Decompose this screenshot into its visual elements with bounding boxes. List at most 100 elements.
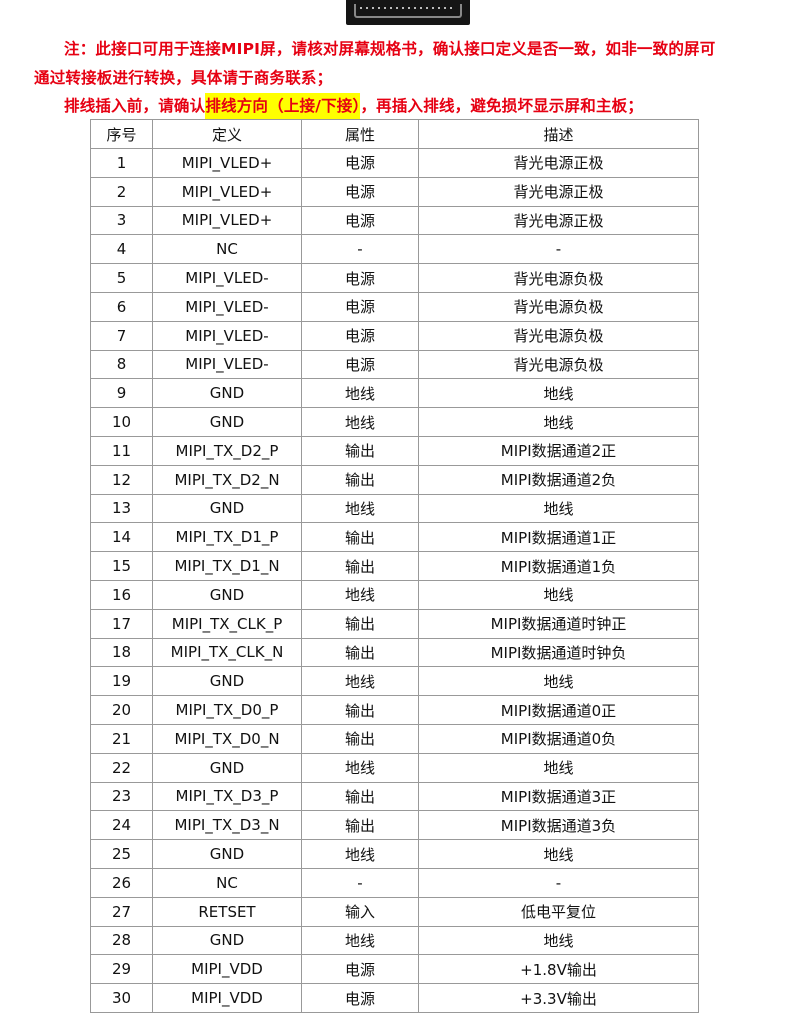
pin-definition: GND	[152, 407, 302, 437]
pin-definition: MIPI_TX_D1_P	[152, 522, 302, 553]
pin-definition: MIPI_VLED-	[152, 291, 302, 322]
pin-number: 25	[90, 839, 153, 869]
table-row: 2 MIPI_VLED+ 电源 背光电源正极	[90, 176, 699, 207]
pin-description: -	[418, 234, 699, 265]
table-row: 27 RETSET 输入 低电平复位	[90, 896, 699, 927]
pin-definition: NC	[152, 234, 302, 265]
pin-number: 29	[90, 954, 153, 985]
table-row: 24 MIPI_TX_D3_N 输出 MIPI数据通道3负	[90, 810, 699, 841]
pin-attribute: 输出	[301, 637, 419, 668]
pin-description: 背光电源负极	[418, 320, 699, 351]
note-line-3-after: ，再插入排线，避免损坏显示屏和主板；	[360, 97, 644, 115]
pin-number: 3	[90, 205, 153, 236]
pin-definition: MIPI_TX_D1_N	[152, 551, 302, 581]
table-header-row: 序号 定义 属性 描述	[90, 119, 699, 149]
pin-definition: MIPI_VLED-	[152, 263, 302, 293]
pin-definition: MIPI_TX_D0_P	[152, 695, 302, 725]
pin-description: 背光电源正极	[418, 148, 699, 178]
pin-attribute: -	[301, 867, 419, 898]
table-row: 13 GND 地线 地线	[90, 493, 699, 524]
table-row: 26 NC - -	[90, 867, 699, 898]
pin-description: 地线	[418, 839, 699, 869]
pin-description: 地线	[418, 493, 699, 524]
pin-attribute: 地线	[301, 839, 419, 869]
pin-attribute: 地线	[301, 378, 419, 409]
pin-attribute: 输出	[301, 522, 419, 553]
table-row: 28 GND 地线 地线	[90, 925, 699, 956]
pin-attribute: 电源	[301, 349, 419, 380]
pin-attribute: 地线	[301, 666, 419, 697]
pin-definition: MIPI_VDD	[152, 983, 302, 1013]
pin-number: 21	[90, 723, 153, 754]
pin-attribute: 电源	[301, 205, 419, 236]
pin-number: 23	[90, 781, 153, 812]
pin-definition: MIPI_TX_D3_N	[152, 810, 302, 841]
pin-definition: GND	[152, 579, 302, 610]
table-row: 15 MIPI_TX_D1_N 输出 MIPI数据通道1负	[90, 551, 699, 581]
pin-definition: GND	[152, 839, 302, 869]
header-description: 描述	[418, 119, 699, 149]
table-row: 9 GND 地线 地线	[90, 378, 699, 409]
pin-attribute: 地线	[301, 752, 419, 783]
pin-number: 28	[90, 925, 153, 956]
table-row: 3 MIPI_VLED+ 电源 背光电源正极	[90, 205, 699, 236]
pin-number: 6	[90, 291, 153, 322]
pin-description: MIPI数据通道0负	[418, 723, 699, 754]
pin-number: 18	[90, 637, 153, 668]
pin-description: MIPI数据通道2正	[418, 435, 699, 466]
pin-description: 地线	[418, 752, 699, 783]
pin-definition: NC	[152, 867, 302, 898]
pin-description: MIPI数据通道3正	[418, 781, 699, 812]
pin-description: MIPI数据通道时钟正	[418, 608, 699, 639]
pin-attribute: 输出	[301, 551, 419, 581]
note-line-2: 通过转接板进行转换，具体请于商务联系；	[34, 69, 333, 87]
pin-number: 22	[90, 752, 153, 783]
pin-number: 11	[90, 435, 153, 466]
pin-description: MIPI数据通道2负	[418, 464, 699, 495]
pin-description: +1.8V输出	[418, 954, 699, 985]
pin-attribute: 输出	[301, 435, 419, 466]
table-row: 20 MIPI_TX_D0_P 输出 MIPI数据通道0正	[90, 695, 699, 725]
pin-number: 19	[90, 666, 153, 697]
pin-description: 背光电源负极	[418, 349, 699, 380]
pin-number: 1	[90, 148, 153, 178]
pin-number: 26	[90, 867, 153, 898]
pin-description: 地线	[418, 407, 699, 437]
pin-number: 17	[90, 608, 153, 639]
table-row: 8 MIPI_VLED- 电源 背光电源负极	[90, 349, 699, 380]
note-line-3: 排线插入前，请确认排线方向（上接/下接），再插入排线，避免损坏显示屏和主板；	[64, 93, 644, 119]
table-row: 22 GND 地线 地线	[90, 752, 699, 783]
table-row: 4 NC - -	[90, 234, 699, 265]
pin-description: 地线	[418, 666, 699, 697]
table-row: 18 MIPI_TX_CLK_N 输出 MIPI数据通道时钟负	[90, 637, 699, 668]
table-row: 14 MIPI_TX_D1_P 输出 MIPI数据通道1正	[90, 522, 699, 553]
pin-number: 10	[90, 407, 153, 437]
table-row: 21 MIPI_TX_D0_N 输出 MIPI数据通道0负	[90, 723, 699, 754]
pin-number: 2	[90, 176, 153, 207]
pin-description: 低电平复位	[418, 896, 699, 927]
pin-number: 4	[90, 234, 153, 265]
pin-description: 地线	[418, 925, 699, 956]
pin-definition: MIPI_VLED-	[152, 349, 302, 380]
pin-description: -	[418, 867, 699, 898]
pin-number: 20	[90, 695, 153, 725]
note-line-3-before: 排线插入前，请确认	[64, 97, 206, 115]
table-row: 25 GND 地线 地线	[90, 839, 699, 869]
pin-definition: MIPI_TX_D0_N	[152, 723, 302, 754]
pin-attribute: 电源	[301, 320, 419, 351]
table-row: 10 GND 地线 地线	[90, 407, 699, 437]
pin-attribute: 输入	[301, 896, 419, 927]
pin-definition: RETSET	[152, 896, 302, 927]
pin-description: MIPI数据通道3负	[418, 810, 699, 841]
table-row: 29 MIPI_VDD 电源 +1.8V输出	[90, 954, 699, 985]
pin-attribute: 电源	[301, 983, 419, 1013]
pin-attribute: 电源	[301, 176, 419, 207]
pin-attribute: 地线	[301, 925, 419, 956]
pin-attribute: 电源	[301, 263, 419, 293]
pin-attribute: 地线	[301, 493, 419, 524]
pin-description: 背光电源正极	[418, 205, 699, 236]
table-row: 5 MIPI_VLED- 电源 背光电源负极	[90, 263, 699, 293]
pin-attribute: 电源	[301, 148, 419, 178]
pin-description: MIPI数据通道0正	[418, 695, 699, 725]
pin-number: 15	[90, 551, 153, 581]
